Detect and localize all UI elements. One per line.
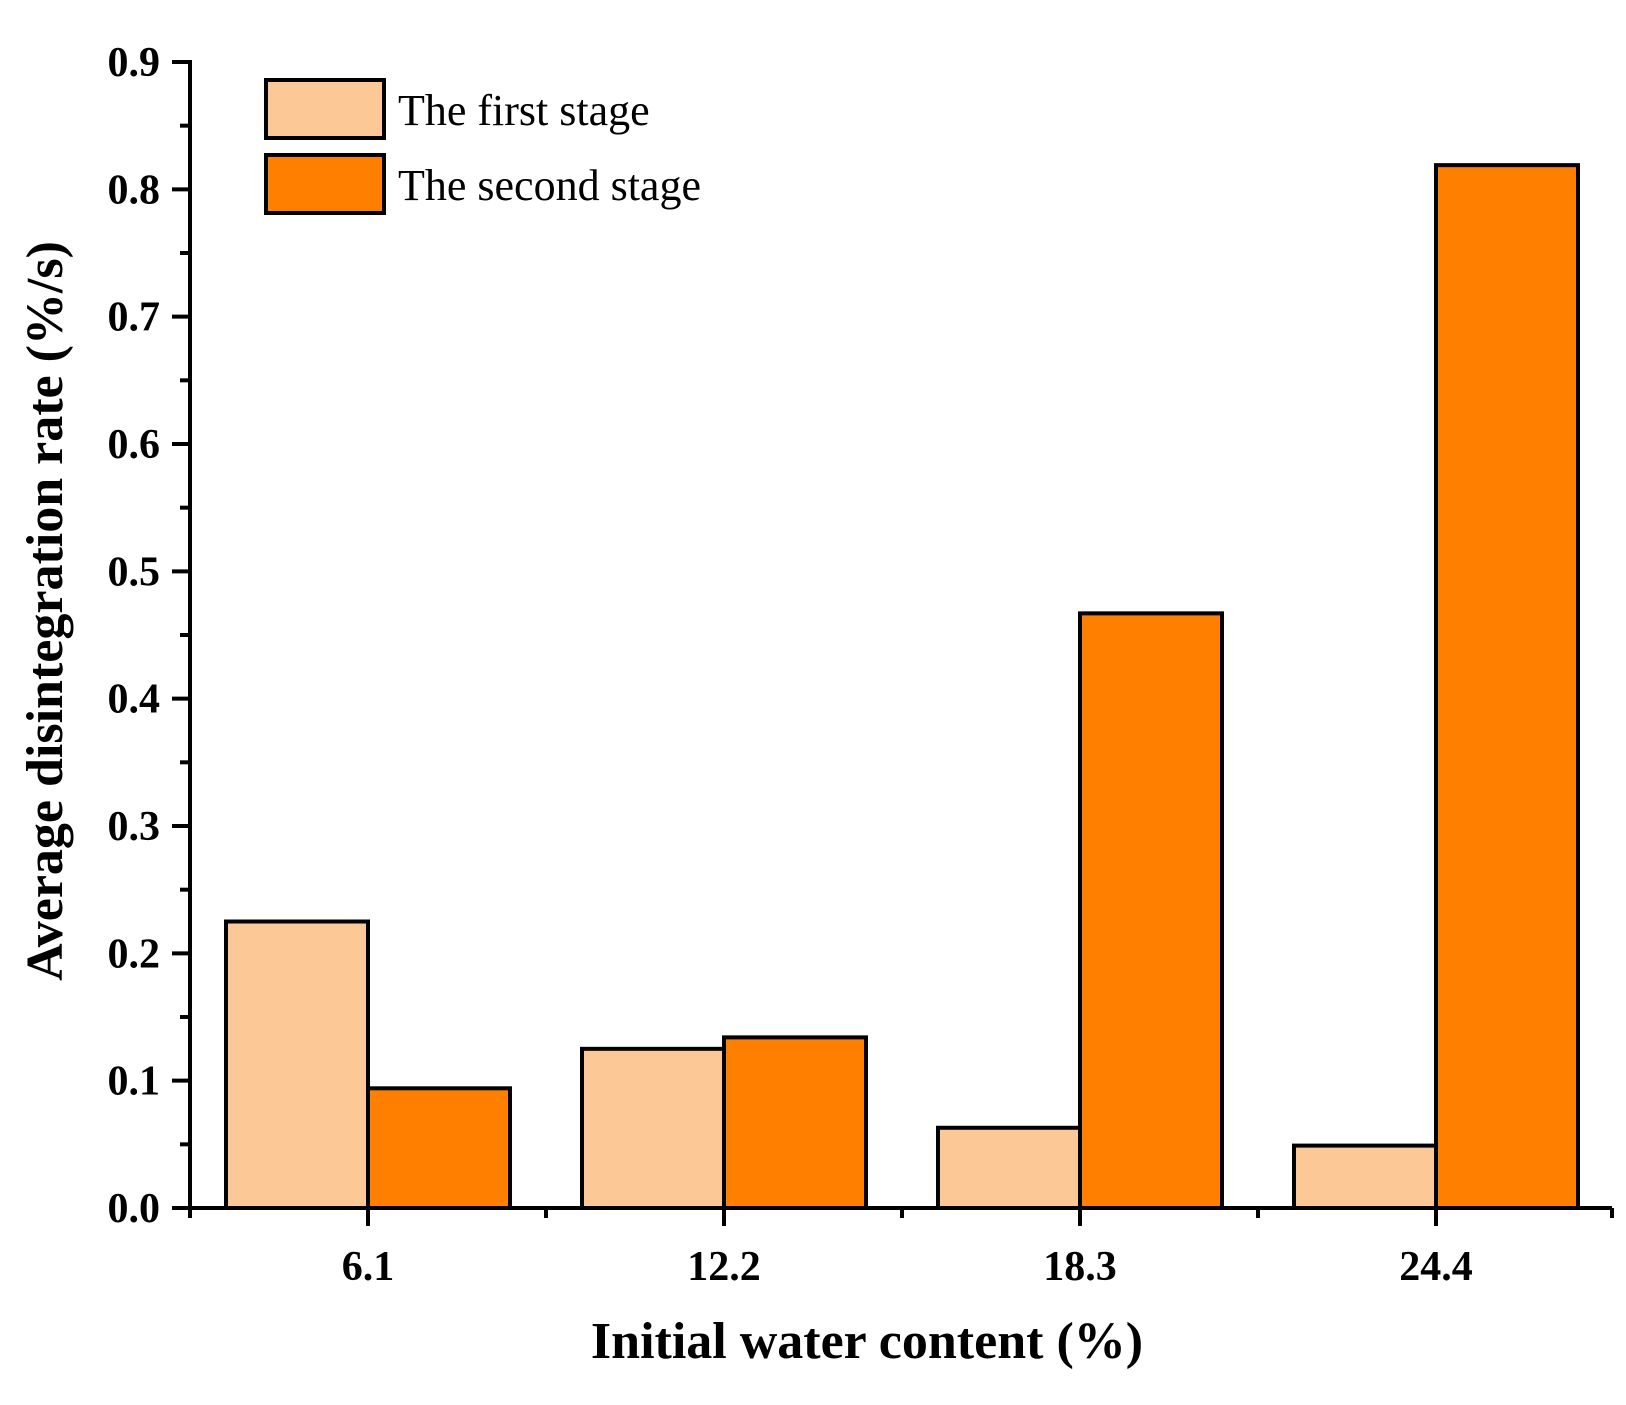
bar-first-stage-24-4 — [1292, 1143, 1438, 1211]
x-tick-label: 6.1 — [342, 1244, 395, 1290]
legend-swatch-second-stage — [264, 153, 386, 215]
y-tick-label: 0.6 — [108, 422, 161, 468]
bar-second-stage-6-1 — [366, 1086, 512, 1210]
legend-label-second-stage: The second stage — [398, 161, 701, 210]
y-tick-label: 0.0 — [108, 1186, 161, 1232]
bar-second-stage-12-2 — [722, 1035, 868, 1210]
legend: The first stage The second stage — [264, 78, 701, 215]
bar-first-stage-18-3 — [936, 1125, 1082, 1211]
y-tick-label: 0.3 — [108, 804, 161, 850]
y-tick-label: 0.5 — [108, 549, 161, 595]
bar-second-stage-18-3 — [1078, 611, 1224, 1210]
y-tick-label: 0.1 — [108, 1059, 161, 1105]
y-tick-label: 0.8 — [108, 167, 161, 213]
bar-first-stage-6-1 — [224, 919, 370, 1210]
bar-first-stage-12-2 — [580, 1046, 726, 1211]
ticks-layer: 0.0 0.1 0.2 0.3 0.4 0.5 0.6 0.7 0.8 0.9 6.1 12.2 18.… — [108, 40, 1614, 1290]
axes-layer — [188, 60, 1612, 1210]
x-axis-title: Initial water content (%) — [591, 1313, 1143, 1370]
bar-second-stage-24-4 — [1434, 163, 1580, 1210]
x-tick-label: 24.4 — [1399, 1244, 1473, 1290]
y-axis-title: Average disintegration rate (%/s) — [17, 241, 74, 981]
y-tick-label: 0.7 — [108, 295, 161, 341]
y-tick-label: 0.9 — [108, 40, 161, 86]
bars-layer — [224, 163, 1580, 1211]
x-tick-label: 18.3 — [1043, 1244, 1117, 1290]
y-tick-label: 0.2 — [108, 931, 161, 977]
x-tick-label: 12.2 — [687, 1244, 761, 1290]
y-tick-label: 0.4 — [108, 677, 161, 723]
legend-label-first-stage: The first stage — [398, 86, 650, 135]
legend-swatch-first-stage — [264, 78, 386, 140]
